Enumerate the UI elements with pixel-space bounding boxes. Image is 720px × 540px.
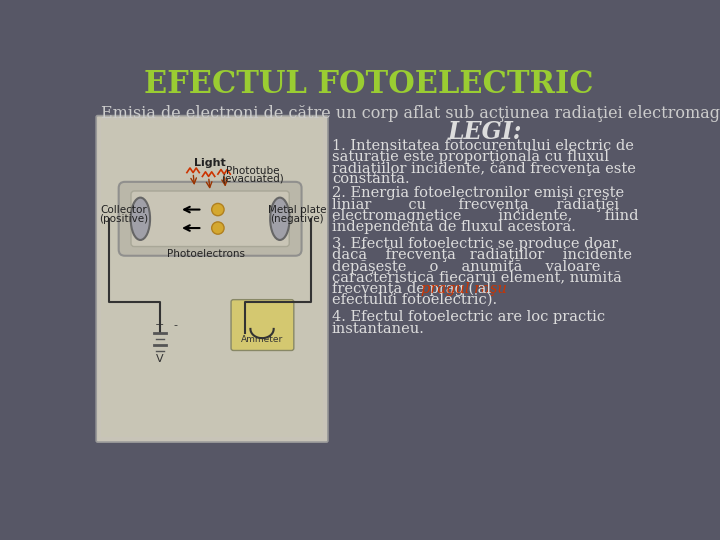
Text: Photoelectrons: Photoelectrons <box>167 249 246 259</box>
Text: dacă    frecvenţa   radiaţiilor    incidente: dacă frecvenţa radiaţiilor incidente <box>332 248 632 262</box>
Text: LEGI:: LEGI: <box>448 120 523 144</box>
Text: depăşeşte     o     anumită     valoare: depăşeşte o anumită valoare <box>332 260 600 274</box>
Ellipse shape <box>131 198 150 240</box>
Text: caracteristică fiecărui element, numită: caracteristică fiecărui element, numită <box>332 271 621 285</box>
Circle shape <box>212 204 224 215</box>
Text: al: al <box>473 282 491 296</box>
Text: +: + <box>155 320 164 330</box>
Text: 1. Intensitatea fotocurentului electric de: 1. Intensitatea fotocurentului electric … <box>332 139 634 153</box>
Text: saturaţie este proporţională cu fluxul: saturaţie este proporţională cu fluxul <box>332 150 609 164</box>
Text: radiaţiilor incidente, când frecvenţa este: radiaţiilor incidente, când frecvenţa es… <box>332 161 636 176</box>
Text: (positive): (positive) <box>99 214 148 224</box>
Text: Collector: Collector <box>100 205 147 214</box>
Text: V: V <box>156 354 163 364</box>
Circle shape <box>212 222 224 234</box>
Ellipse shape <box>270 198 289 240</box>
Text: constantă.: constantă. <box>332 172 410 186</box>
Text: electromagnetice        incidente,       fiind: electromagnetice incidente, fiind <box>332 209 639 223</box>
FancyBboxPatch shape <box>131 191 289 247</box>
Text: 3. Efectul fotoelectric se produce doar: 3. Efectul fotoelectric se produce doar <box>332 237 618 251</box>
Text: 4. Efectul fotoelectric are loc practic: 4. Efectul fotoelectric are loc practic <box>332 310 605 325</box>
Text: efectului fotoelectric).: efectului fotoelectric). <box>332 293 497 307</box>
FancyBboxPatch shape <box>119 182 302 256</box>
Text: -: - <box>174 320 177 330</box>
Text: pragul roşu: pragul roşu <box>421 282 507 296</box>
Text: Emisia de electroni de către un corp aflat sub acţiunea radiaţiei electromagneti: Emisia de electroni de către un corp afl… <box>101 105 720 122</box>
Text: Phototube: Phototube <box>226 166 279 176</box>
FancyBboxPatch shape <box>96 116 328 442</box>
Text: frecvenţă de prag (: frecvenţă de prag ( <box>332 282 474 296</box>
Text: (evacuated): (evacuated) <box>221 174 284 184</box>
FancyBboxPatch shape <box>101 120 323 437</box>
Text: 2. Energia fotoelectronilor emişi creşte: 2. Energia fotoelectronilor emişi creşte <box>332 186 624 200</box>
Text: instantaneu.: instantaneu. <box>332 322 425 335</box>
Text: independentă de fluxul acestora.: independentă de fluxul acestora. <box>332 220 576 234</box>
Text: liniar        cu       frecvenţa      radiaţiei: liniar cu frecvenţa radiaţiei <box>332 198 619 212</box>
FancyBboxPatch shape <box>231 300 294 350</box>
Text: Metal plate: Metal plate <box>268 205 326 214</box>
Text: EFECTUL FOTOELECTRIC: EFECTUL FOTOELECTRIC <box>144 69 594 100</box>
Text: (negative): (negative) <box>270 214 324 224</box>
Text: Ammeter: Ammeter <box>241 335 283 344</box>
Text: Light: Light <box>194 158 226 168</box>
